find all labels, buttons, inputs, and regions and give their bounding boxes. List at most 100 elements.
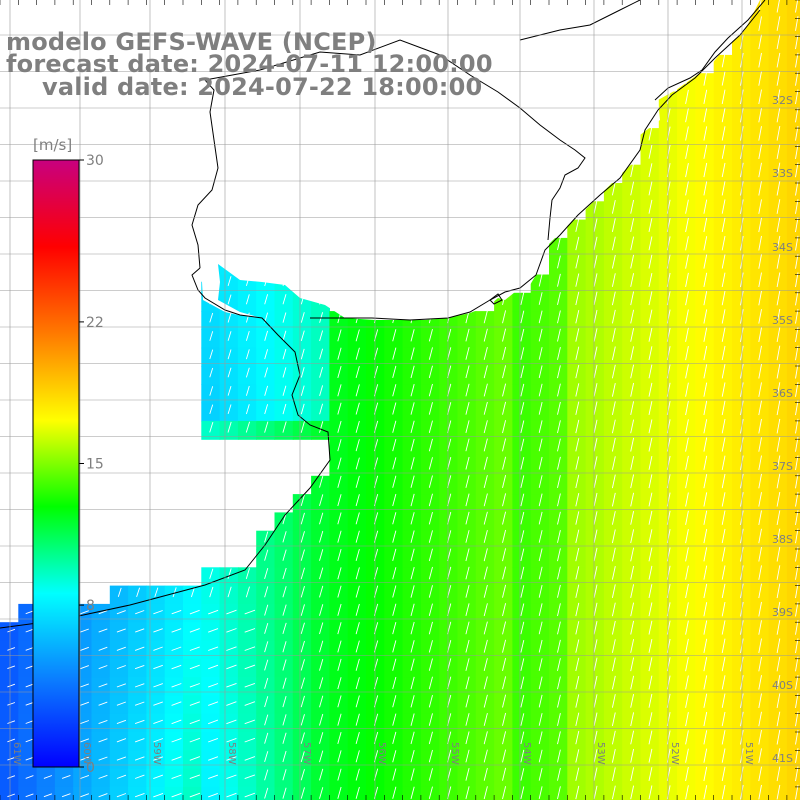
wind-arrow	[758, 656, 762, 672]
field-cell	[786, 439, 800, 459]
wind-arrow	[209, 312, 214, 323]
wind-arrow	[116, 646, 126, 651]
colorbar-tick-label: 30	[86, 153, 104, 169]
wind-arrow	[685, 620, 689, 635]
wind-arrow	[611, 346, 616, 361]
wind-arrow	[630, 218, 635, 232]
wind-arrow	[264, 294, 269, 305]
wind-arrow	[300, 367, 305, 378]
wind-arrow	[685, 236, 689, 251]
wind-arrow	[593, 474, 598, 489]
wind-arrow	[319, 366, 324, 378]
wind-arrow	[410, 383, 415, 397]
wind-arrow	[795, 620, 799, 635]
wind-arrow	[355, 768, 360, 781]
wind-arrow	[300, 768, 305, 781]
wind-arrow	[7, 665, 16, 670]
wind-arrow	[502, 694, 507, 708]
wind-arrow	[502, 420, 507, 434]
wind-arrow	[282, 348, 287, 360]
wind-arrow	[428, 676, 433, 690]
wind-arrow	[721, 290, 726, 306]
wind-arrow	[300, 640, 305, 653]
colorbar-tick-label: 22	[86, 315, 104, 331]
wind-arrow	[648, 547, 653, 562]
wind-arrow	[575, 310, 580, 324]
wind-arrow	[703, 89, 708, 104]
wind-arrow	[116, 774, 127, 779]
wind-arrow	[758, 16, 762, 31]
wind-arrow	[171, 756, 182, 761]
wind-arrow	[208, 628, 219, 633]
wind-arrow	[593, 218, 598, 232]
wind-arrow	[227, 586, 232, 598]
wind-arrow	[410, 603, 415, 617]
wind-arrow	[264, 641, 269, 653]
wind-arrow	[483, 365, 488, 379]
wind-arrow	[776, 382, 781, 397]
wind-arrow	[300, 585, 305, 598]
wind-arrow	[795, 162, 799, 178]
wind-arrow	[630, 730, 635, 745]
wind-arrow	[758, 144, 762, 159]
wind-arrow	[483, 584, 488, 598]
wind-arrow	[630, 181, 635, 196]
wind-arrow	[502, 566, 507, 580]
wind-arrow	[575, 419, 580, 434]
wind-arrow	[758, 126, 762, 141]
wind-arrow	[355, 457, 360, 470]
longitude-labels: 61W 60W 59W 58W 57W 56W 55W 54W 53W 52W 51W	[11, 742, 754, 765]
wind-arrow	[795, 528, 799, 544]
wind-arrow	[134, 756, 145, 761]
colorbar: [m/s] 30 22 15 8 0	[32, 136, 104, 776]
wind-arrow	[648, 584, 653, 598]
wind-arrow	[575, 493, 580, 507]
wind-arrow	[776, 0, 780, 13]
wind-arrow	[795, 290, 799, 306]
wind-arrow	[465, 731, 470, 745]
wind-arrow	[171, 664, 182, 670]
wind-arrow	[7, 647, 16, 651]
wind-arrow	[703, 71, 708, 86]
wind-arrow	[630, 529, 635, 544]
wind-arrow	[337, 494, 342, 507]
wind-arrow	[355, 658, 360, 671]
wind-arrow	[483, 786, 488, 800]
wind-arrow	[776, 620, 781, 635]
wind-arrow	[483, 401, 488, 415]
wind-arrow	[520, 639, 525, 653]
wind-arrow	[520, 548, 525, 562]
wind-arrow	[630, 236, 635, 251]
wind-arrow	[502, 456, 507, 470]
longitude-label: 61W	[11, 742, 22, 765]
wind-arrow	[593, 273, 598, 287]
wind-arrow	[337, 402, 342, 415]
wind-arrow	[776, 345, 781, 361]
wind-arrow	[117, 587, 122, 597]
wind-arrow	[758, 437, 762, 452]
wind-arrow	[557, 529, 561, 543]
wind-arrow	[776, 217, 781, 233]
wind-arrow	[264, 404, 269, 415]
wind-arrow	[776, 180, 781, 196]
wind-arrow	[428, 548, 433, 562]
wind-arrow	[685, 163, 689, 178]
wind-arrow	[410, 420, 415, 434]
wind-arrow	[226, 719, 237, 725]
wind-arrow	[557, 438, 561, 452]
wind-arrow	[703, 785, 708, 800]
wind-arrow	[245, 404, 250, 415]
wind-arrow	[319, 421, 324, 433]
wind-arrow	[244, 701, 256, 706]
wind-arrow	[648, 712, 653, 727]
wind-arrow	[98, 646, 108, 651]
wind-arrow	[648, 401, 653, 415]
wind-arrow	[300, 312, 305, 323]
wind-arrow	[189, 628, 200, 633]
longitude-label: 58W	[226, 742, 237, 765]
wind-arrow	[502, 603, 507, 617]
wind-arrow	[135, 628, 145, 633]
wind-arrow	[465, 438, 470, 452]
wind-arrow	[795, 52, 799, 68]
longitude-label: 52W	[669, 742, 680, 765]
